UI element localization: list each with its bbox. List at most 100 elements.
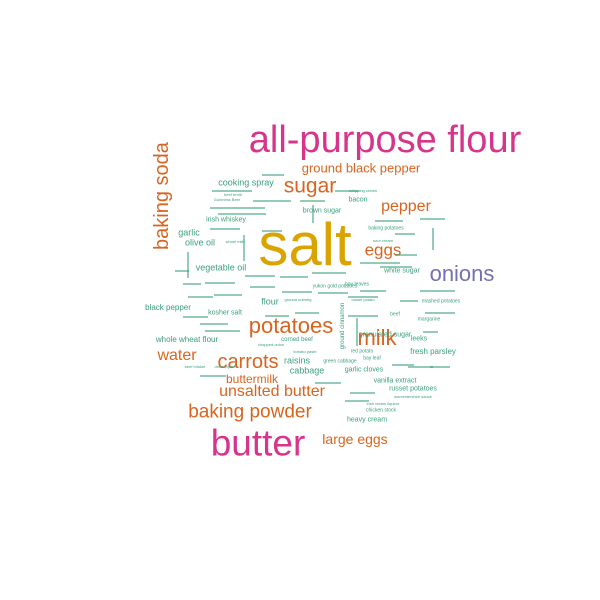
word-bacon: bacon <box>348 196 368 204</box>
micro-word <box>183 316 208 318</box>
micro-word <box>395 254 417 256</box>
micro-word <box>318 292 348 294</box>
micro-word <box>282 291 312 293</box>
micro-word <box>350 392 375 394</box>
word-water: water <box>157 347 197 364</box>
word-eggs: eggs <box>364 240 402 260</box>
word-heavy-cream: heavy cream <box>346 416 388 424</box>
word-bay-leaves: bay leaves <box>345 281 369 288</box>
word-beef: beef <box>390 311 400 318</box>
word-raisins: raisins <box>283 355 311 366</box>
micro-word <box>312 272 346 274</box>
micro-word <box>200 323 228 325</box>
word-brown-sugar: brown sugar <box>302 207 342 215</box>
micro-word <box>423 331 438 333</box>
micro-word <box>262 174 284 176</box>
micro-word <box>348 296 378 298</box>
word-olive-oil: olive oil <box>184 237 216 248</box>
micro-word <box>243 235 245 261</box>
micro-word <box>312 205 314 223</box>
word-fresh-parsley: fresh parsley <box>410 347 456 356</box>
micro-word <box>356 318 358 346</box>
micro-word <box>200 375 226 377</box>
micro-word <box>348 315 378 317</box>
word-corned-beef: corned beef <box>281 337 313 343</box>
word-guinness-beer: Guinness Beer <box>213 197 241 202</box>
word-garlic: garlic <box>178 227 200 238</box>
micro-word <box>430 366 450 368</box>
micro-word <box>250 286 275 288</box>
word-butter: butter <box>210 422 306 464</box>
micro-word <box>218 213 266 215</box>
word-ground-nutmeg: ground nutmeg <box>284 297 312 302</box>
word-flour: flour <box>261 296 279 307</box>
micro-word <box>265 315 289 317</box>
micro-word <box>392 364 414 366</box>
word-margarine: margarine <box>417 316 441 323</box>
word-red-potato: red potato <box>350 348 374 355</box>
word-irish-whiskey: irish whiskey <box>206 216 246 224</box>
word-garlic-cloves: garlic cloves <box>344 366 384 374</box>
micro-word <box>360 290 386 292</box>
micro-word <box>432 228 434 250</box>
word-ground-black-pepper: ground black pepper <box>301 160 421 176</box>
micro-word <box>420 290 455 292</box>
word-tomato-paste: tomato paste <box>293 349 317 354</box>
micro-word <box>375 220 403 222</box>
micro-word <box>425 312 455 314</box>
word-milk: milk <box>357 325 397 350</box>
word-buttermilk: buttermilk <box>225 372 279 386</box>
word-baking-soda: baking soda <box>151 142 173 250</box>
micro-word <box>262 230 282 232</box>
word-cooking-spray: cooking spray <box>218 177 274 188</box>
word-beef-brisket: beef brisket <box>184 364 206 369</box>
word-pepper: pepper <box>381 198 431 215</box>
word-chopped-onion: chopped onion <box>257 342 285 347</box>
micro-word <box>300 200 325 202</box>
word-cabbage: cabbage <box>289 365 325 376</box>
micro-word <box>360 262 400 264</box>
word-yukon-gold-potatoes: yukon gold potatoes <box>312 283 358 290</box>
word-chicken-stock: chicken stock <box>365 407 397 414</box>
micro-word <box>295 312 319 314</box>
micro-word <box>400 300 418 302</box>
micro-word <box>214 294 242 296</box>
word-onions: onions <box>429 261 495 286</box>
micro-word <box>253 200 291 202</box>
word-whipping-cream: whipping cream <box>348 188 378 193</box>
word-carrots: carrots <box>217 351 279 373</box>
word-beef-broth: beef broth <box>223 192 243 197</box>
micro-word <box>183 283 201 285</box>
word-leeks: leeks <box>410 335 428 343</box>
word-kosher-salt: kosher salt <box>208 309 242 317</box>
word-baking-potatoes: baking potatoes <box>368 225 404 232</box>
word-salt: salt <box>258 211 352 278</box>
micro-word <box>188 296 213 298</box>
word-worcestershire-sauce: worcestershire sauce <box>394 394 432 399</box>
word-whole-wheat-flour: whole wheat flour <box>155 335 219 344</box>
micro-word <box>345 400 369 402</box>
micro-word <box>205 330 240 332</box>
word-irish-cream-liqueur: irish cream liqueur <box>366 401 400 406</box>
word-black-pepper: black pepper <box>145 303 191 312</box>
word-vegetable-oil: vegetable oil <box>195 262 247 273</box>
micro-word <box>210 207 265 209</box>
word-bay-leaf: bay leaf <box>363 355 381 362</box>
micro-word <box>175 270 189 272</box>
word-dried-thyme: dried thyme <box>214 364 236 369</box>
word-large-eggs: large eggs <box>322 431 388 447</box>
word-mashed-potatoes: mashed potatoes <box>421 298 461 305</box>
word-vanilla-extract: vanilla extract <box>373 377 417 385</box>
word-potatoes: potatoes <box>248 313 334 338</box>
word-russet-potatoes: russet potatoes <box>389 385 437 393</box>
word-unsalted-butter: unsalted butter <box>219 383 325 400</box>
word-baking-powder: baking powder <box>188 401 312 423</box>
micro-word <box>420 218 445 220</box>
word-granulated-sugar: granulated sugar <box>358 331 412 339</box>
word-sugar: sugar <box>283 174 337 198</box>
micro-word <box>395 233 415 235</box>
word-white-sugar: white sugar <box>384 267 420 275</box>
micro-word <box>280 276 308 278</box>
micro-word <box>315 382 341 384</box>
